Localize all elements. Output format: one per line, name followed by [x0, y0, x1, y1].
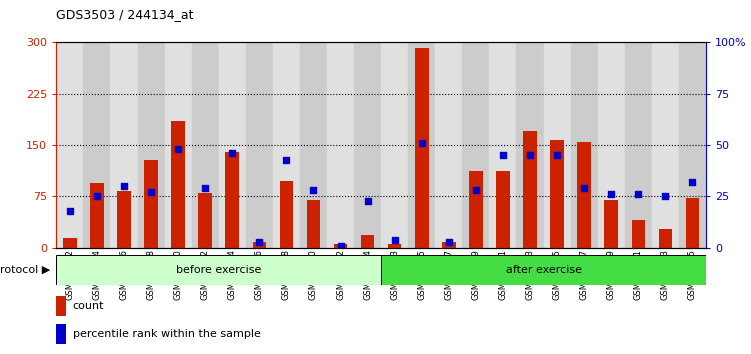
Bar [652, 42, 679, 248]
Text: percentile rank within the sample: percentile rank within the sample [73, 329, 261, 339]
Bar [415, 48, 429, 248]
Bar [117, 191, 131, 248]
Bar [578, 142, 591, 248]
Bar [679, 42, 706, 248]
Bar [56, 296, 66, 316]
Bar [605, 200, 618, 248]
Bar [523, 131, 537, 248]
Bar [252, 242, 266, 248]
Point [470, 188, 482, 193]
Text: before exercise: before exercise [176, 265, 261, 275]
Bar [517, 42, 544, 248]
Bar [56, 42, 83, 248]
Point [253, 239, 265, 245]
Bar [192, 42, 219, 248]
Bar [625, 42, 652, 248]
Point [118, 183, 130, 189]
Point [226, 150, 238, 156]
Point [307, 188, 319, 193]
Bar [83, 42, 110, 248]
Bar [279, 181, 293, 248]
Point [578, 185, 590, 191]
Point [416, 140, 428, 146]
Point [632, 192, 644, 197]
Bar [442, 242, 456, 248]
Bar [360, 235, 374, 248]
Bar [381, 42, 409, 248]
Bar [381, 255, 706, 285]
Bar [469, 171, 483, 248]
Bar [436, 42, 463, 248]
Bar [333, 244, 347, 248]
Bar [571, 42, 598, 248]
Point [199, 185, 211, 191]
Bar [496, 171, 510, 248]
Point [145, 189, 157, 195]
Bar [144, 160, 158, 248]
Bar [544, 42, 571, 248]
Bar [409, 42, 436, 248]
Bar [388, 244, 402, 248]
Point [172, 147, 184, 152]
Bar [164, 42, 192, 248]
Point [64, 208, 76, 214]
Point [280, 157, 292, 162]
Bar [354, 42, 381, 248]
Bar [110, 42, 137, 248]
Bar [686, 198, 699, 248]
Point [389, 237, 401, 242]
Point [334, 243, 346, 249]
Bar [598, 42, 625, 248]
Bar [56, 324, 66, 344]
Bar [171, 121, 185, 248]
Point [686, 179, 698, 185]
Bar [550, 140, 564, 248]
Bar [490, 42, 517, 248]
Text: GDS3503 / 244134_at: GDS3503 / 244134_at [56, 8, 194, 21]
Point [497, 153, 509, 158]
Point [524, 153, 536, 158]
Text: protocol ▶: protocol ▶ [0, 265, 50, 275]
Bar [225, 152, 239, 248]
Bar [137, 42, 164, 248]
Bar [198, 193, 212, 248]
Bar [306, 200, 320, 248]
Bar [63, 238, 77, 248]
Bar [327, 42, 354, 248]
Bar [246, 42, 273, 248]
Text: count: count [73, 301, 104, 310]
Bar [273, 42, 300, 248]
Bar [300, 42, 327, 248]
Point [659, 194, 671, 199]
Point [91, 194, 103, 199]
Point [551, 153, 563, 158]
Bar [56, 255, 381, 285]
Bar [219, 42, 246, 248]
Bar [90, 183, 104, 248]
Point [361, 198, 373, 204]
Point [443, 239, 455, 245]
Bar [632, 221, 645, 248]
Text: after exercise: after exercise [505, 265, 581, 275]
Bar [659, 229, 672, 248]
Bar [463, 42, 490, 248]
Point [605, 192, 617, 197]
